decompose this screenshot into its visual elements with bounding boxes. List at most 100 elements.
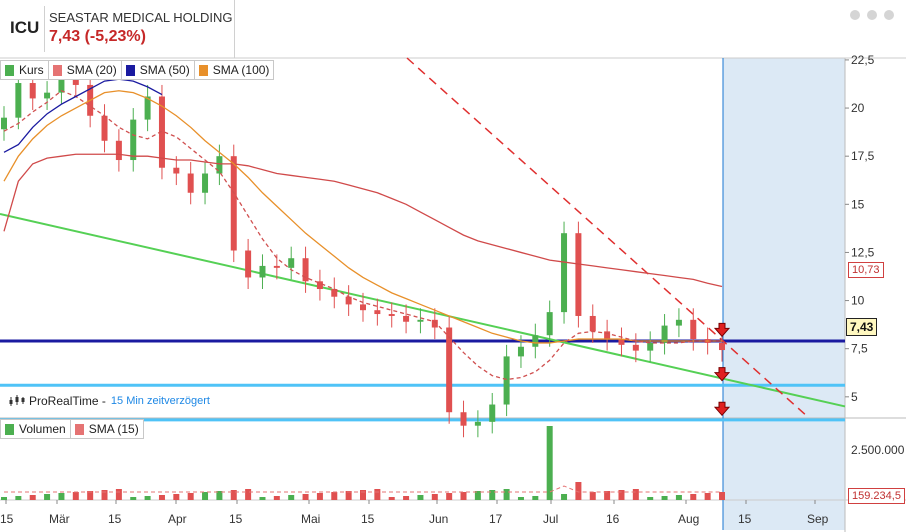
volume-bar [187, 493, 194, 500]
candle [29, 83, 36, 99]
volume-bar [302, 494, 309, 500]
volume-sma-badge: 159.234,5 [848, 488, 905, 504]
candle [58, 73, 65, 93]
volume-bar [360, 490, 366, 500]
x-tick-label: Mai [301, 512, 320, 526]
volume-bar [460, 492, 467, 500]
volume-bar [44, 494, 51, 500]
candle [316, 281, 323, 290]
volume-bar [546, 426, 553, 500]
candle [474, 421, 481, 426]
candle [417, 319, 424, 322]
candle [288, 258, 295, 268]
volume-bar [144, 496, 151, 500]
x-tick-label: 17 [489, 512, 503, 526]
volume-bar [388, 497, 395, 500]
header-divider-right [234, 0, 235, 58]
sma50-swatch-icon [125, 64, 135, 76]
last-price-badge: 7,43 [846, 318, 878, 336]
volume-bar [158, 495, 165, 500]
volume-bar [58, 493, 65, 500]
sma100-swatch-icon [198, 64, 208, 76]
y-tick-label: 5 [851, 390, 858, 404]
candle [489, 404, 496, 422]
down-arrow-icon [713, 322, 731, 338]
volume-bar [417, 495, 424, 500]
volume-bar [575, 482, 582, 500]
candle [230, 156, 237, 251]
volume-bar [374, 489, 381, 500]
volume-bar [675, 495, 682, 500]
chart-header: ICU SEASTAR MEDICAL HOLDING 7,43 (-5,23%… [0, 0, 906, 58]
volume-bar [202, 492, 209, 500]
candle [460, 412, 467, 426]
x-tick-label: 15 [0, 512, 14, 526]
candle [575, 233, 582, 316]
volume-bar [589, 492, 596, 500]
candle [388, 314, 395, 316]
x-tick-label: Aug [678, 512, 699, 526]
candle [532, 335, 539, 347]
x-tick-label: 15 [738, 512, 752, 526]
down-arrow-icon [713, 401, 731, 417]
window-dot-icon[interactable] [884, 10, 894, 20]
y-tick-label: 7,5 [851, 342, 868, 356]
x-tick-label: Jul [543, 512, 558, 526]
volume-bar [690, 494, 697, 500]
legend-item-sma20[interactable]: SMA (20) [49, 61, 122, 79]
legend-label: SMA (100) [212, 63, 270, 77]
sma50-line [3, 90, 722, 344]
volume-bar [101, 490, 108, 500]
ticker-symbol: ICU [10, 18, 40, 37]
down-arrow-icon [713, 367, 731, 382]
volume-bar [446, 493, 453, 500]
candle [719, 342, 725, 351]
window-dot-icon[interactable] [850, 10, 860, 20]
volume-sma-line [4, 485, 722, 493]
candle [1, 117, 7, 130]
volume-bar [719, 492, 725, 500]
y-tick-label: 22,5 [851, 53, 875, 67]
legend-item-sma100[interactable]: SMA (100) [195, 61, 274, 79]
sma100-value-badge: 10,73 [848, 262, 884, 278]
volume-swatch-icon [5, 423, 14, 435]
source-delay: 15 Min zeitverzögert [110, 395, 210, 407]
x-tick-label: Apr [168, 512, 187, 526]
y-tick-label: 10 [851, 294, 865, 308]
candle [690, 319, 697, 340]
source-name: ProRealTime - [29, 394, 106, 408]
candle [503, 356, 510, 405]
forecast-area [723, 58, 845, 530]
volume-bar [431, 494, 438, 500]
candle [517, 346, 524, 357]
candle [15, 83, 22, 118]
volume-bar [1, 497, 7, 500]
x-tick-label: Mär [49, 512, 70, 526]
volume-bar [704, 493, 711, 500]
x-tick-label: 16 [606, 512, 620, 526]
volume-legend: Volumen SMA (15) [0, 419, 144, 439]
volume-bar [561, 494, 568, 500]
legend-item-volumen[interactable]: Volumen [1, 420, 71, 438]
candle [604, 331, 611, 340]
legend-item-kurs[interactable]: Kurs [1, 61, 49, 79]
volume-bar [230, 490, 237, 500]
candle [589, 315, 596, 332]
volume-bar [618, 490, 625, 500]
sma20-swatch-icon [52, 64, 62, 76]
trend-line [0, 212, 846, 408]
volume-bar [474, 491, 481, 500]
window-dot-icon[interactable] [867, 10, 877, 20]
candle [403, 315, 410, 322]
legend-label: Kurs [19, 63, 44, 77]
candles-icon [9, 395, 25, 406]
legend-item-sma50[interactable]: SMA (50) [122, 61, 195, 79]
legend-item-volsma[interactable]: SMA (15) [71, 420, 143, 438]
candle [273, 265, 280, 268]
y-tick-label: 17,5 [851, 149, 875, 163]
candle [675, 319, 682, 326]
candle [431, 319, 438, 328]
candle [561, 233, 568, 313]
candle [245, 250, 252, 278]
